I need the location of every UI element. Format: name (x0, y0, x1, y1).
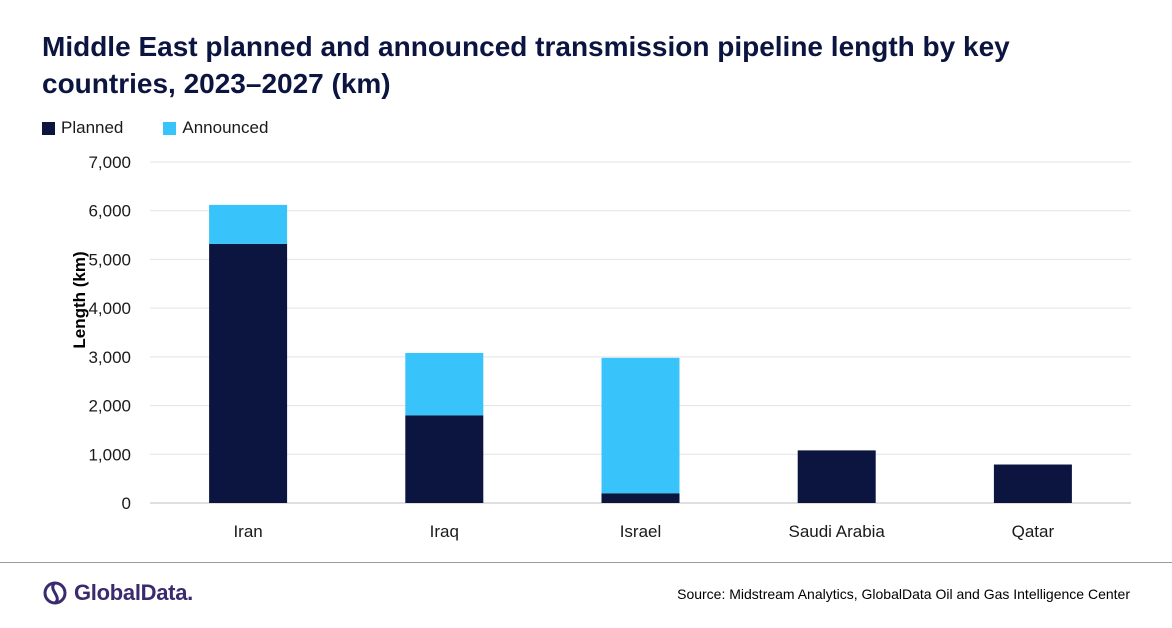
y-tick-label: 7,000 (88, 153, 131, 172)
y-tick-label: 0 (122, 494, 131, 513)
bar-planned-israel (601, 493, 680, 503)
legend-item-planned: Planned (42, 118, 123, 138)
source-note: Source: Midstream Analytics, GlobalData … (677, 586, 1130, 602)
legend-swatch-announced (163, 121, 177, 135)
logo-text: GlobalData. (74, 580, 193, 605)
bar-announced-israel (601, 357, 680, 494)
x-tick-label: Iran (233, 522, 262, 541)
x-tick-label: Saudi Arabia (788, 522, 885, 541)
bar-announced-iraq (405, 352, 484, 416)
x-tick-label: Qatar (1012, 522, 1055, 541)
legend-item-announced: Announced (163, 118, 268, 138)
y-tick-label: 4,000 (88, 299, 131, 318)
legend-label-planned: Planned (61, 118, 124, 137)
chart-title: Middle East planned and announced transm… (42, 31, 1010, 99)
x-tick-label: Iraq (430, 522, 459, 541)
footer-divider (0, 562, 1172, 563)
y-tick-label: 6,000 (88, 202, 131, 221)
y-tick-label: 3,000 (88, 348, 131, 367)
bar-planned-iraq (405, 415, 484, 503)
bar-announced-iran (209, 204, 288, 244)
globaldata-logo-icon (43, 581, 67, 605)
bar-chart: 0 1,000 2,000 3,000 4,000 5,000 6,000 7,000 Iran… (88, 153, 1131, 541)
y-tick-label: 5,000 (88, 250, 131, 269)
bar-planned-iran (209, 243, 288, 503)
y-tick-label: 1,000 (88, 445, 131, 464)
globaldata-logo: GlobalData. (42, 578, 193, 608)
bar-planned-saudi-arabia (797, 450, 876, 503)
y-tick-label: 2,000 (88, 397, 131, 416)
x-tick-label: Israel (620, 522, 662, 541)
legend-label-announced: Announced (182, 118, 269, 137)
legend: Planned Announced (42, 118, 308, 138)
bar-planned-qatar (993, 464, 1072, 503)
legend-swatch-planned (42, 121, 55, 135)
